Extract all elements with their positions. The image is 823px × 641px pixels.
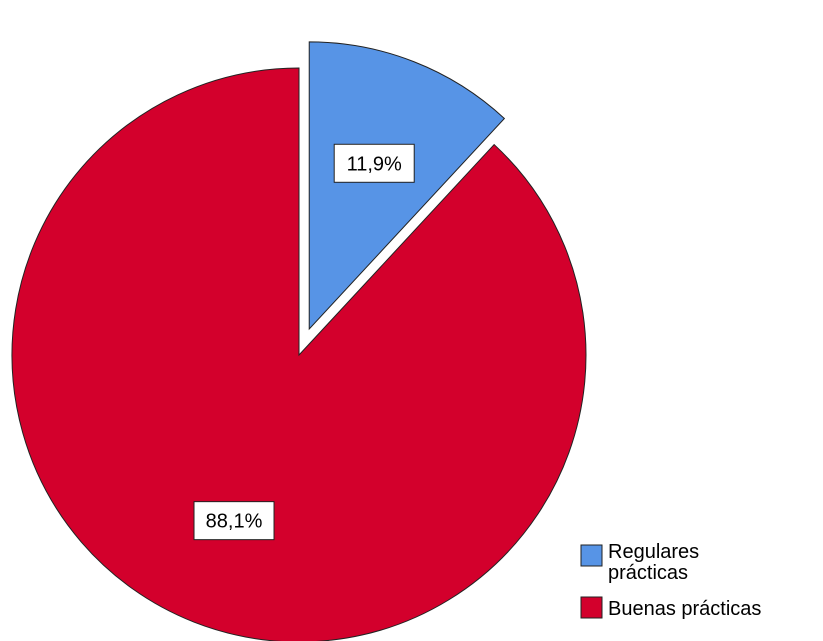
data-label-0: 11,9% [333,143,415,183]
pie-slice-1 [11,67,587,641]
data-label-text-0: 11,9% [347,153,402,175]
legend-label-regulares-line2: prácticas [608,562,688,584]
data-labels: 11,9% 88,1% [193,143,415,541]
data-label-1: 88,1% [193,501,275,541]
legend-label-regulares-line1: Regulares [608,541,699,563]
legend: Regulares prácticas Buenas prácticas [580,541,761,620]
data-label-box-0 [333,143,415,183]
legend-label-buenas: Buenas prácticas [608,598,761,620]
legend-swatch-regulares [580,544,603,567]
pie-slices [11,41,587,641]
data-label-box-1 [193,501,275,541]
legend-swatch-buenas [580,596,603,619]
pie-slice-0 [308,41,506,331]
data-label-text-1: 88,1% [206,511,263,533]
